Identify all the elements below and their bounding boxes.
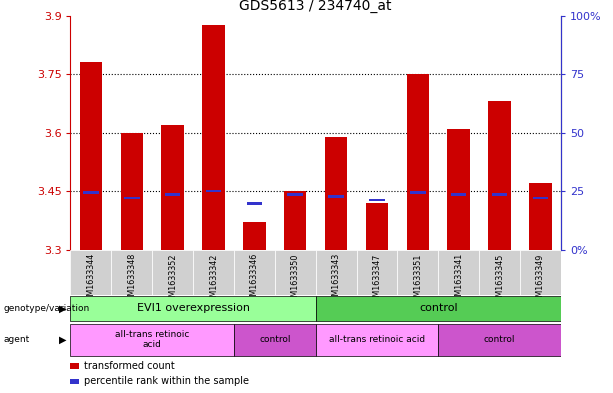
Bar <box>287 193 303 196</box>
Bar <box>397 250 438 295</box>
Bar <box>357 250 397 295</box>
Text: GSM1633348: GSM1633348 <box>128 253 136 307</box>
Bar <box>193 250 234 295</box>
Text: GSM1633343: GSM1633343 <box>332 253 341 307</box>
Bar <box>492 193 508 196</box>
Bar <box>246 202 262 205</box>
Bar <box>489 101 511 250</box>
Bar <box>438 324 561 356</box>
Bar <box>329 195 344 198</box>
Bar <box>447 129 470 250</box>
Bar <box>438 250 479 295</box>
Bar <box>369 199 385 202</box>
Bar <box>316 250 357 295</box>
Text: control: control <box>484 335 516 344</box>
Text: GSM1633349: GSM1633349 <box>536 253 545 307</box>
Text: GSM1633341: GSM1633341 <box>454 253 463 307</box>
Text: GSM1633345: GSM1633345 <box>495 253 504 307</box>
Text: EVI1 overexpression: EVI1 overexpression <box>137 303 249 313</box>
Bar <box>165 193 180 196</box>
Bar <box>234 250 275 295</box>
Text: ▶: ▶ <box>59 303 66 314</box>
Bar <box>70 364 79 369</box>
Text: control: control <box>259 335 291 344</box>
Bar <box>316 324 438 356</box>
Bar <box>479 250 520 295</box>
Text: all-trans retinoic acid: all-trans retinoic acid <box>329 335 425 344</box>
Text: GSM1633352: GSM1633352 <box>168 253 177 307</box>
Bar <box>202 26 225 250</box>
Bar <box>410 191 425 194</box>
Bar <box>206 190 221 193</box>
Bar <box>124 197 140 200</box>
Bar <box>451 193 466 196</box>
Text: all-trans retinoic
acid: all-trans retinoic acid <box>115 330 189 349</box>
Text: percentile rank within the sample: percentile rank within the sample <box>84 376 249 386</box>
Bar <box>325 136 348 250</box>
Text: GSM1633346: GSM1633346 <box>250 253 259 307</box>
Bar <box>316 296 561 321</box>
Text: GSM1633342: GSM1633342 <box>209 253 218 307</box>
Text: GSM1633347: GSM1633347 <box>373 253 381 307</box>
Bar <box>234 324 316 356</box>
Bar <box>121 133 143 250</box>
Bar <box>83 191 99 194</box>
Text: GSM1633344: GSM1633344 <box>86 253 96 307</box>
Text: GSM1633350: GSM1633350 <box>291 253 300 307</box>
Bar <box>152 250 193 295</box>
Bar <box>533 197 548 200</box>
Bar <box>529 183 552 250</box>
Bar <box>161 125 184 250</box>
Bar <box>112 250 152 295</box>
Text: control: control <box>419 303 458 313</box>
Text: ▶: ▶ <box>59 335 66 345</box>
Bar <box>70 250 112 295</box>
Bar <box>243 222 265 250</box>
Bar <box>80 62 102 250</box>
Bar <box>70 379 79 384</box>
Bar <box>70 324 234 356</box>
Bar <box>275 250 316 295</box>
Text: GSM1633351: GSM1633351 <box>413 253 422 307</box>
Bar <box>520 250 561 295</box>
Text: agent: agent <box>3 336 29 344</box>
Bar <box>284 191 306 250</box>
Text: transformed count: transformed count <box>84 361 175 371</box>
Text: genotype/variation: genotype/variation <box>3 304 89 313</box>
Bar <box>70 296 316 321</box>
Bar <box>406 74 429 250</box>
Bar <box>366 203 388 250</box>
Title: GDS5613 / 234740_at: GDS5613 / 234740_at <box>240 0 392 13</box>
